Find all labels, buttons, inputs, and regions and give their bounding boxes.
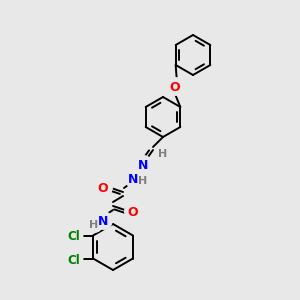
Text: Cl: Cl — [68, 254, 80, 266]
Text: N: N — [98, 215, 108, 228]
Text: N: N — [138, 159, 148, 172]
Text: H: H — [138, 176, 148, 186]
Text: H: H — [89, 220, 99, 230]
Text: Cl: Cl — [68, 230, 80, 244]
Text: N: N — [128, 173, 138, 186]
Text: H: H — [158, 149, 168, 159]
Text: O: O — [98, 182, 108, 195]
Text: O: O — [128, 206, 138, 219]
Text: O: O — [170, 81, 180, 94]
